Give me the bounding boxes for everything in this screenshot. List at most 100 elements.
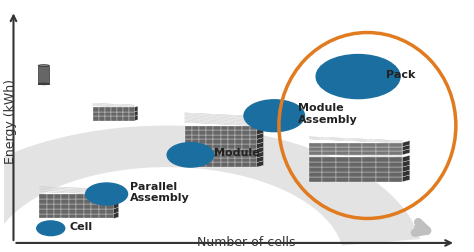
Polygon shape	[91, 191, 99, 192]
Polygon shape	[99, 204, 106, 209]
Polygon shape	[192, 126, 199, 131]
Polygon shape	[349, 141, 363, 142]
Polygon shape	[213, 158, 221, 163]
Polygon shape	[192, 149, 199, 154]
Polygon shape	[91, 214, 99, 218]
Polygon shape	[213, 119, 221, 120]
Polygon shape	[105, 104, 110, 105]
Polygon shape	[257, 129, 264, 135]
Polygon shape	[363, 139, 376, 140]
Polygon shape	[402, 141, 410, 147]
Polygon shape	[110, 112, 117, 117]
Polygon shape	[46, 188, 54, 189]
Polygon shape	[309, 139, 322, 140]
Polygon shape	[213, 163, 221, 167]
Polygon shape	[250, 149, 257, 154]
Polygon shape	[235, 163, 242, 167]
Polygon shape	[184, 131, 192, 135]
Polygon shape	[206, 149, 213, 154]
Polygon shape	[389, 151, 402, 155]
Polygon shape	[106, 199, 114, 204]
Polygon shape	[349, 143, 363, 147]
Polygon shape	[110, 108, 117, 112]
Polygon shape	[192, 123, 199, 124]
Polygon shape	[257, 147, 264, 154]
Polygon shape	[242, 123, 250, 124]
Polygon shape	[336, 152, 349, 153]
Text: Module: Module	[214, 148, 259, 158]
Polygon shape	[99, 112, 105, 117]
Polygon shape	[309, 152, 322, 153]
Polygon shape	[54, 214, 62, 218]
Polygon shape	[235, 116, 242, 117]
Polygon shape	[117, 108, 123, 112]
Polygon shape	[235, 149, 242, 154]
Polygon shape	[184, 149, 192, 154]
Polygon shape	[376, 158, 389, 163]
Polygon shape	[69, 189, 76, 190]
Polygon shape	[309, 137, 322, 138]
Polygon shape	[76, 209, 84, 214]
Polygon shape	[128, 112, 135, 117]
Polygon shape	[99, 199, 106, 204]
Polygon shape	[402, 175, 410, 182]
Polygon shape	[349, 158, 363, 163]
Polygon shape	[206, 126, 213, 131]
Polygon shape	[336, 163, 349, 167]
Polygon shape	[336, 172, 349, 177]
Polygon shape	[363, 163, 376, 167]
Polygon shape	[135, 111, 138, 117]
Polygon shape	[228, 120, 235, 121]
Polygon shape	[199, 163, 206, 167]
Polygon shape	[76, 194, 84, 199]
Polygon shape	[184, 158, 192, 163]
Polygon shape	[349, 177, 363, 182]
Polygon shape	[322, 153, 336, 154]
Polygon shape	[389, 167, 402, 172]
Polygon shape	[363, 151, 376, 152]
Polygon shape	[105, 117, 110, 121]
Polygon shape	[199, 144, 206, 149]
Polygon shape	[206, 140, 213, 144]
Polygon shape	[76, 214, 84, 218]
Polygon shape	[128, 105, 135, 106]
Polygon shape	[363, 140, 376, 141]
Polygon shape	[235, 120, 242, 121]
Polygon shape	[99, 194, 106, 199]
Polygon shape	[221, 144, 228, 149]
Polygon shape	[322, 143, 336, 147]
Polygon shape	[213, 118, 221, 119]
Polygon shape	[99, 117, 105, 121]
Polygon shape	[91, 192, 99, 193]
Polygon shape	[242, 126, 250, 131]
Polygon shape	[363, 143, 376, 147]
Polygon shape	[389, 156, 402, 157]
Polygon shape	[184, 154, 192, 158]
Polygon shape	[389, 172, 402, 177]
Polygon shape	[402, 145, 410, 151]
Polygon shape	[349, 153, 363, 154]
Polygon shape	[221, 149, 228, 154]
Polygon shape	[235, 126, 242, 131]
Polygon shape	[257, 124, 264, 131]
Polygon shape	[76, 193, 84, 194]
Polygon shape	[336, 158, 349, 163]
Polygon shape	[242, 149, 250, 154]
Polygon shape	[192, 117, 199, 118]
Polygon shape	[242, 117, 250, 118]
Polygon shape	[250, 154, 257, 158]
Polygon shape	[206, 120, 213, 121]
Polygon shape	[99, 191, 106, 192]
Polygon shape	[106, 189, 114, 190]
Polygon shape	[221, 163, 228, 167]
Polygon shape	[38, 66, 49, 85]
Polygon shape	[69, 214, 76, 218]
Polygon shape	[213, 140, 221, 144]
Polygon shape	[54, 194, 62, 199]
Circle shape	[86, 183, 128, 205]
Polygon shape	[106, 194, 114, 195]
Polygon shape	[221, 121, 228, 122]
Polygon shape	[114, 212, 118, 218]
Ellipse shape	[38, 84, 49, 85]
Polygon shape	[221, 122, 228, 123]
